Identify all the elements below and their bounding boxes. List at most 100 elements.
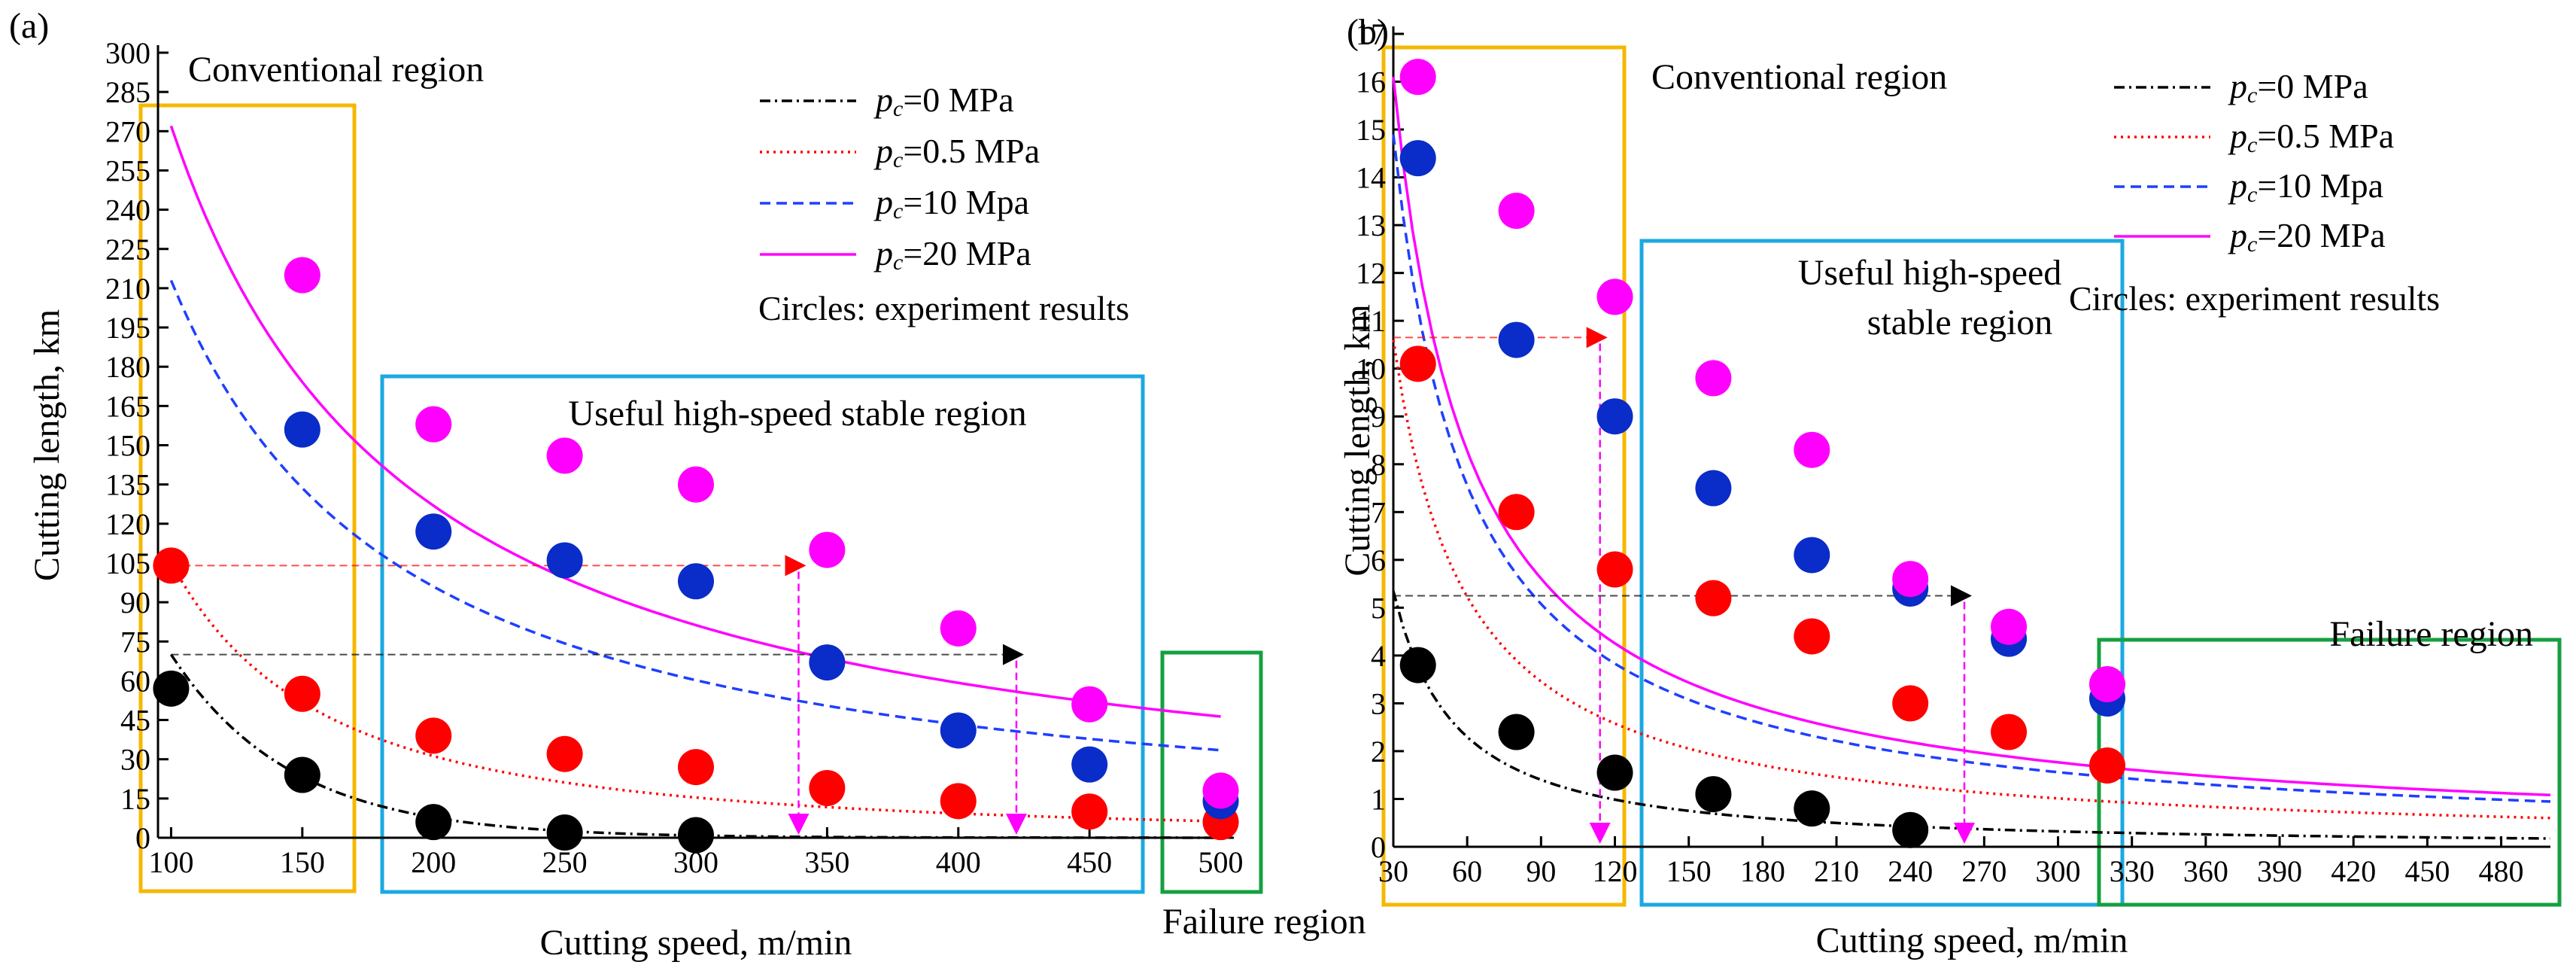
data-point-series3 [546, 542, 583, 579]
y-tick-label: 285 [105, 75, 150, 109]
y-tick-label: 12 [1356, 257, 1386, 291]
data-point-series4 [1695, 360, 1732, 397]
legend-sub: c [893, 199, 903, 224]
y-tick-label: 10 [1356, 352, 1386, 386]
guide-arrow-2 [1951, 585, 1972, 607]
guide-arrow-1 [1586, 327, 1608, 348]
data-point-series4 [1202, 772, 1239, 809]
region-box-2 [380, 374, 1145, 894]
legend-value: =0 MPa [2257, 67, 2368, 105]
data-point-series2 [678, 749, 714, 786]
data-point-series1 [678, 817, 714, 854]
data-point-series1 [1596, 754, 1633, 791]
x-tick-label: 450 [1067, 845, 1112, 879]
data-point-series3 [1596, 398, 1633, 435]
data-point-series4 [546, 437, 583, 474]
legend-value: =10 Mpa [903, 183, 1029, 221]
guide-drop-arrow-1 [788, 814, 810, 835]
guide-arrow-2 [1002, 644, 1024, 665]
data-point-series3 [1695, 470, 1732, 507]
region-label-1: Conventional region [1651, 57, 1947, 97]
data-point-series4 [2088, 666, 2125, 702]
y-tick-label: 13 [1356, 208, 1386, 242]
y-tick-label: 195 [105, 311, 150, 345]
data-point-series2 [153, 547, 190, 584]
data-point-series1 [415, 804, 452, 841]
legend-sub: c [893, 148, 903, 172]
data-point-series4 [1071, 686, 1108, 723]
y-tick-label: 165 [105, 389, 150, 423]
legend-entry-4: pc=20 MPa [873, 234, 1031, 275]
x-tick-label: 330 [2110, 854, 2155, 888]
data-point-series1 [1794, 790, 1830, 827]
x-tick-label: 150 [280, 845, 325, 879]
guide-drop-arrow-1 [1589, 823, 1611, 844]
y-tick-label: 15 [120, 782, 150, 816]
panel-a: 0 15 30 45 60 75 90 105 120 135 150 165 180 195 210 225… [9, 6, 1366, 963]
data-point-series2 [1794, 618, 1830, 655]
y-tick-label: 9 [1371, 400, 1386, 434]
x-tick-label: 390 [2257, 854, 2302, 888]
legend-entry-3: pc=10 Mpa [2228, 166, 2383, 207]
x-tick-label: 450 [2404, 854, 2450, 888]
x-tick-label: 350 [804, 845, 849, 879]
y-tick-label: 30 [120, 743, 150, 777]
legend-sub: c [2247, 132, 2257, 157]
y-tick-label: 16 [1356, 65, 1386, 99]
panel-label: (a) [9, 6, 49, 46]
legend-entry-1: pc=0 MPa [873, 81, 1014, 121]
y-tick-label: 180 [105, 350, 150, 384]
y-tick-label: 255 [105, 154, 150, 187]
data-point-series4 [678, 466, 714, 503]
data-point-series2 [1892, 685, 1929, 722]
region-label-3: Failure region [1162, 902, 1366, 942]
y-tick-label: 0 [135, 821, 150, 855]
legend-sub: c [893, 250, 903, 275]
legend-p: p [873, 183, 893, 221]
fit-curve-4 [1392, 77, 2551, 797]
region-label-1: Conventional region [188, 50, 484, 90]
data-point-series4 [1892, 561, 1929, 598]
y-tick-label: 0 [1371, 830, 1386, 864]
data-point-series2 [2088, 747, 2125, 784]
legend-value: =20 MPa [903, 234, 1031, 272]
legend-p: p [2228, 216, 2247, 254]
data-point-series1 [153, 670, 190, 707]
data-point-series2 [940, 783, 977, 820]
data-point-series1 [1399, 647, 1436, 683]
y-tick-label: 7 [1371, 495, 1386, 529]
y-tick-label: 210 [105, 272, 150, 306]
x-tick-label: 420 [2331, 854, 2376, 888]
x-tick-label: 200 [411, 845, 456, 879]
data-point-series3 [809, 644, 846, 681]
legend-entry-2: pc=0.5 MPa [2228, 117, 2394, 157]
data-point-series4 [940, 610, 977, 647]
x-tick-label: 250 [542, 845, 588, 879]
legend-sub: c [893, 96, 903, 121]
data-point-series1 [1695, 776, 1732, 813]
data-point-series3 [940, 712, 977, 749]
y-tick-label: 75 [120, 625, 150, 659]
data-point-series4 [1498, 193, 1535, 230]
y-tick-label: 45 [120, 704, 150, 738]
legend-value: =20 MPa [2257, 216, 2385, 254]
x-tick-label: 400 [936, 845, 981, 879]
y-tick-label: 240 [105, 193, 150, 227]
x-tick-label: 180 [1740, 854, 1785, 888]
legend-sub: c [2247, 83, 2257, 108]
fit-curve-1 [169, 653, 1221, 839]
data-point-series4 [1596, 278, 1633, 315]
legend-entry-2: pc=0.5 MPa [873, 132, 1040, 172]
y-tick-label: 270 [105, 114, 150, 148]
data-point-series2 [1991, 714, 2028, 750]
y-tick-label: 105 [105, 546, 150, 580]
guide-arrow-1 [785, 555, 807, 577]
x-tick-label: 500 [1198, 845, 1244, 879]
data-point-series3 [1399, 140, 1436, 177]
x-tick-label: 300 [2036, 854, 2081, 888]
data-point-series2 [546, 735, 583, 772]
legend-entry-3: pc=10 Mpa [873, 183, 1029, 224]
fit-curve-1 [1392, 590, 2551, 840]
y-tick-label: 11 [1356, 304, 1386, 338]
y-axis-label: Cutting length, km [27, 309, 67, 581]
